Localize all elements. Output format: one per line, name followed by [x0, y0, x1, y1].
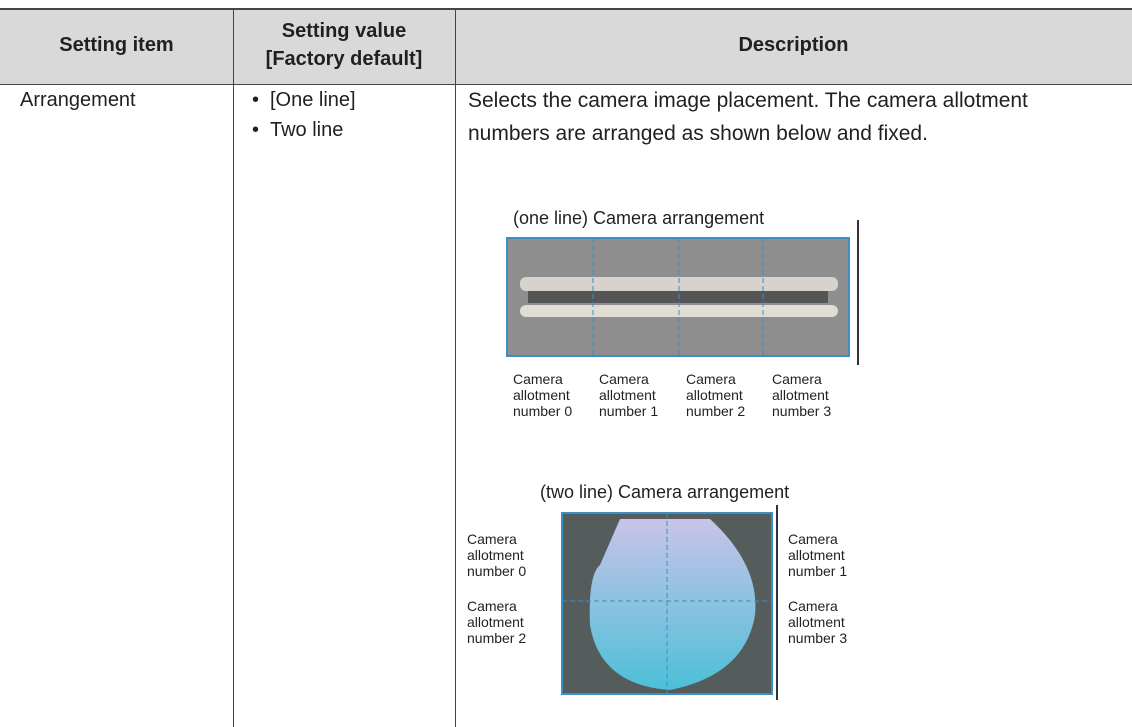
description: Selects the camera image placement. The … [468, 89, 1028, 112]
item: Arrangement [20, 89, 136, 111]
figure-label: Camera [599, 371, 649, 387]
figure-label: allotment [686, 387, 743, 403]
figure-label: allotment [467, 614, 524, 630]
figure-caption: (one line) Camera arrangement [513, 208, 765, 228]
figure-label: allotment [788, 547, 845, 563]
header-cell: Setting item [59, 34, 174, 56]
setting-value: [One line] [252, 89, 356, 112]
figure-label: Camera [772, 371, 822, 387]
description: numbers are arranged as shown below and … [468, 122, 928, 145]
figure-label: Camera [513, 371, 563, 387]
figure-label: number 1 [599, 403, 659, 419]
figure-label: number 2 [467, 630, 527, 646]
figure-label: Camera [467, 598, 517, 614]
figure-label: number 0 [513, 403, 573, 419]
figure-label: number 2 [686, 403, 746, 419]
col-divider [233, 8, 234, 727]
figure-label: number 3 [788, 630, 848, 646]
figure-label: number 1 [788, 563, 848, 579]
figure-label: Camera [788, 531, 838, 547]
figure-label: allotment [788, 614, 845, 630]
figure-label: number 3 [772, 403, 832, 419]
figure-label: allotment [599, 387, 656, 403]
figure-label: allotment [513, 387, 570, 403]
figure-label: Camera [788, 598, 838, 614]
figure-label: Camera [467, 531, 517, 547]
figure-label: allotment [772, 387, 829, 403]
figure-label: Camera [686, 371, 736, 387]
header-cell: Description [738, 34, 849, 56]
setting-value: Two line [252, 119, 343, 142]
two-line-image [561, 505, 778, 700]
figure-caption: (two line) Camera arrangement [540, 482, 790, 502]
header-cell: [Factory default] [265, 48, 423, 70]
figure-label: number 0 [467, 563, 527, 579]
figure-label: allotment [467, 547, 524, 563]
one-line-image [506, 220, 859, 365]
header-cell: Setting value [281, 20, 407, 42]
header-band [0, 8, 1132, 85]
col-divider [455, 8, 456, 727]
